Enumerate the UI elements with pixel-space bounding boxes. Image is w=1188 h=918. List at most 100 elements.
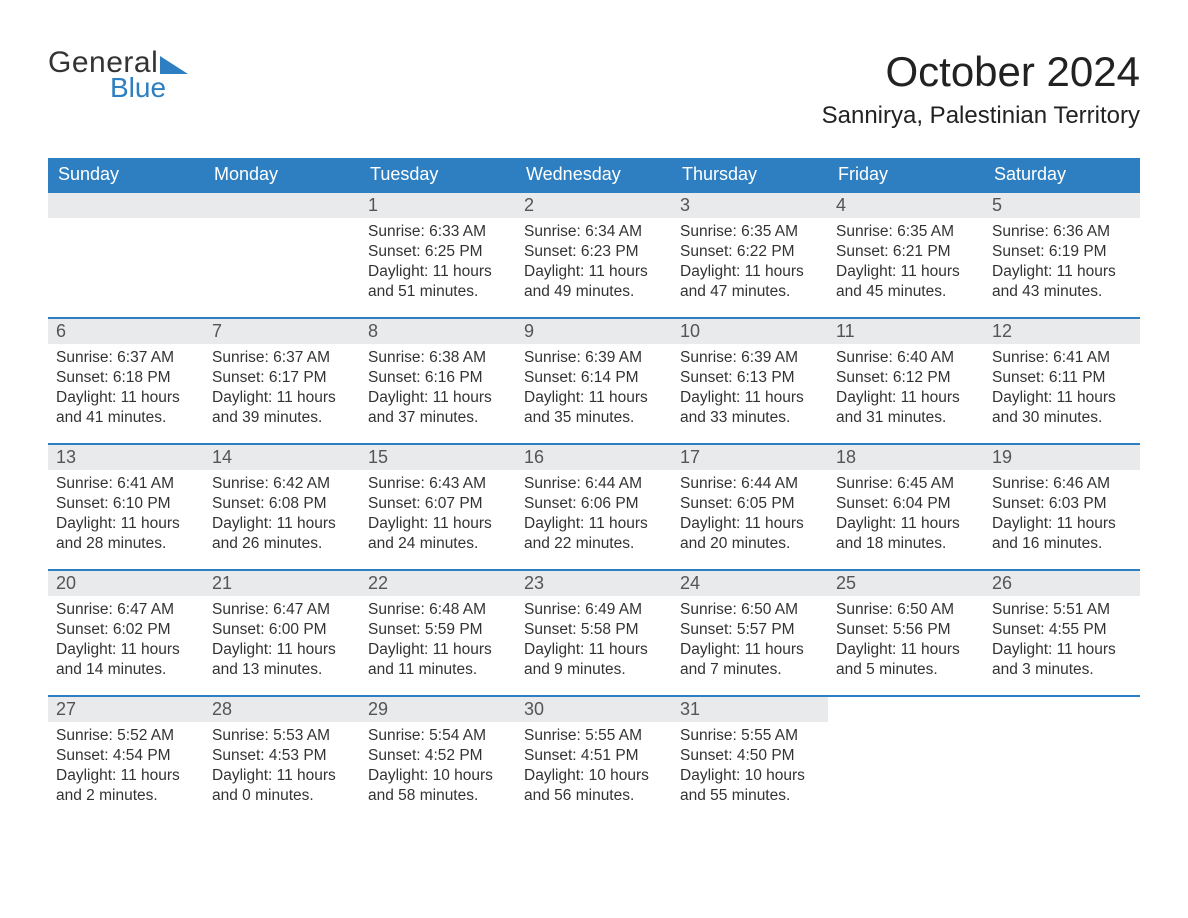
daylight-line: Daylight: 11 hours and 35 minutes. <box>524 388 664 428</box>
sunset-line: Sunset: 6:21 PM <box>836 242 976 262</box>
day-number: 26 <box>984 571 1140 596</box>
calendar-cell: 17Sunrise: 6:44 AMSunset: 6:05 PMDayligh… <box>672 444 828 570</box>
sunrise-line: Sunrise: 6:40 AM <box>836 348 976 368</box>
calendar-cell: 26Sunrise: 5:51 AMSunset: 4:55 PMDayligh… <box>984 570 1140 696</box>
daylight-line: Daylight: 11 hours and 51 minutes. <box>368 262 508 302</box>
day-details: Sunrise: 6:38 AMSunset: 6:16 PMDaylight:… <box>360 344 516 437</box>
sunset-line: Sunset: 4:50 PM <box>680 746 820 766</box>
sunset-line: Sunset: 6:03 PM <box>992 494 1132 514</box>
weekday-header: Monday <box>204 158 360 192</box>
day-number: 15 <box>360 445 516 470</box>
day-details: Sunrise: 6:43 AMSunset: 6:07 PMDaylight:… <box>360 470 516 563</box>
day-details: Sunrise: 6:47 AMSunset: 6:02 PMDaylight:… <box>48 596 204 689</box>
sunset-line: Sunset: 5:59 PM <box>368 620 508 640</box>
sunrise-line: Sunrise: 6:47 AM <box>56 600 196 620</box>
calendar-cell: 21Sunrise: 6:47 AMSunset: 6:00 PMDayligh… <box>204 570 360 696</box>
day-number: 29 <box>360 697 516 722</box>
sunset-line: Sunset: 6:00 PM <box>212 620 352 640</box>
sunrise-line: Sunrise: 6:44 AM <box>680 474 820 494</box>
sunset-line: Sunset: 6:11 PM <box>992 368 1132 388</box>
sunrise-line: Sunrise: 6:47 AM <box>212 600 352 620</box>
daylight-line: Daylight: 11 hours and 20 minutes. <box>680 514 820 554</box>
day-number: 7 <box>204 319 360 344</box>
calendar-cell: 10Sunrise: 6:39 AMSunset: 6:13 PMDayligh… <box>672 318 828 444</box>
calendar-week-row: 20Sunrise: 6:47 AMSunset: 6:02 PMDayligh… <box>48 570 1140 696</box>
sunrise-line: Sunrise: 6:45 AM <box>836 474 976 494</box>
sunset-line: Sunset: 4:55 PM <box>992 620 1132 640</box>
weekday-header: Wednesday <box>516 158 672 192</box>
day-number: 22 <box>360 571 516 596</box>
day-details: Sunrise: 6:45 AMSunset: 6:04 PMDaylight:… <box>828 470 984 563</box>
day-details: Sunrise: 6:35 AMSunset: 6:21 PMDaylight:… <box>828 218 984 311</box>
day-number: 25 <box>828 571 984 596</box>
day-details: Sunrise: 6:50 AMSunset: 5:56 PMDaylight:… <box>828 596 984 689</box>
calendar-cell: 2Sunrise: 6:34 AMSunset: 6:23 PMDaylight… <box>516 192 672 318</box>
day-details: Sunrise: 5:53 AMSunset: 4:53 PMDaylight:… <box>204 722 360 815</box>
day-number: 5 <box>984 193 1140 218</box>
sunset-line: Sunset: 4:52 PM <box>368 746 508 766</box>
daylight-line: Daylight: 11 hours and 22 minutes. <box>524 514 664 554</box>
calendar-cell: 31Sunrise: 5:55 AMSunset: 4:50 PMDayligh… <box>672 696 828 822</box>
day-details: Sunrise: 5:51 AMSunset: 4:55 PMDaylight:… <box>984 596 1140 689</box>
calendar-week-row: 27Sunrise: 5:52 AMSunset: 4:54 PMDayligh… <box>48 696 1140 822</box>
calendar-cell <box>984 696 1140 822</box>
calendar-cell: 11Sunrise: 6:40 AMSunset: 6:12 PMDayligh… <box>828 318 984 444</box>
day-number: 11 <box>828 319 984 344</box>
daylight-line: Daylight: 11 hours and 33 minutes. <box>680 388 820 428</box>
calendar-cell: 28Sunrise: 5:53 AMSunset: 4:53 PMDayligh… <box>204 696 360 822</box>
calendar-cell: 27Sunrise: 5:52 AMSunset: 4:54 PMDayligh… <box>48 696 204 822</box>
daylight-line: Daylight: 11 hours and 49 minutes. <box>524 262 664 302</box>
day-details: Sunrise: 5:54 AMSunset: 4:52 PMDaylight:… <box>360 722 516 815</box>
daylight-line: Daylight: 11 hours and 45 minutes. <box>836 262 976 302</box>
sunrise-line: Sunrise: 6:46 AM <box>992 474 1132 494</box>
weekday-header: Saturday <box>984 158 1140 192</box>
weekday-header-row: Sunday Monday Tuesday Wednesday Thursday… <box>48 158 1140 192</box>
daylight-line: Daylight: 11 hours and 16 minutes. <box>992 514 1132 554</box>
calendar-cell: 29Sunrise: 5:54 AMSunset: 4:52 PMDayligh… <box>360 696 516 822</box>
sunrise-line: Sunrise: 6:34 AM <box>524 222 664 242</box>
calendar-cell: 22Sunrise: 6:48 AMSunset: 5:59 PMDayligh… <box>360 570 516 696</box>
day-number: 6 <box>48 319 204 344</box>
day-details: Sunrise: 6:44 AMSunset: 6:06 PMDaylight:… <box>516 470 672 563</box>
empty-day-strip <box>48 193 204 218</box>
sunset-line: Sunset: 6:05 PM <box>680 494 820 514</box>
day-number: 23 <box>516 571 672 596</box>
day-number: 31 <box>672 697 828 722</box>
calendar-week-row: 13Sunrise: 6:41 AMSunset: 6:10 PMDayligh… <box>48 444 1140 570</box>
day-details: Sunrise: 6:37 AMSunset: 6:18 PMDaylight:… <box>48 344 204 437</box>
sunrise-line: Sunrise: 6:39 AM <box>524 348 664 368</box>
day-details: Sunrise: 6:34 AMSunset: 6:23 PMDaylight:… <box>516 218 672 311</box>
sunset-line: Sunset: 5:58 PM <box>524 620 664 640</box>
day-details: Sunrise: 6:37 AMSunset: 6:17 PMDaylight:… <box>204 344 360 437</box>
day-details: Sunrise: 5:52 AMSunset: 4:54 PMDaylight:… <box>48 722 204 815</box>
day-number: 1 <box>360 193 516 218</box>
day-details: Sunrise: 6:35 AMSunset: 6:22 PMDaylight:… <box>672 218 828 311</box>
brand-logo: General Blue <box>48 48 188 102</box>
sunrise-line: Sunrise: 6:37 AM <box>56 348 196 368</box>
day-number: 30 <box>516 697 672 722</box>
calendar-cell: 23Sunrise: 6:49 AMSunset: 5:58 PMDayligh… <box>516 570 672 696</box>
sunset-line: Sunset: 6:16 PM <box>368 368 508 388</box>
sunset-line: Sunset: 5:56 PM <box>836 620 976 640</box>
sunrise-line: Sunrise: 6:39 AM <box>680 348 820 368</box>
sunrise-line: Sunrise: 6:49 AM <box>524 600 664 620</box>
calendar-table: Sunday Monday Tuesday Wednesday Thursday… <box>48 158 1140 822</box>
sunrise-line: Sunrise: 5:55 AM <box>524 726 664 746</box>
day-details: Sunrise: 6:41 AMSunset: 6:10 PMDaylight:… <box>48 470 204 563</box>
sunset-line: Sunset: 6:14 PM <box>524 368 664 388</box>
calendar-cell: 9Sunrise: 6:39 AMSunset: 6:14 PMDaylight… <box>516 318 672 444</box>
day-number: 27 <box>48 697 204 722</box>
daylight-line: Daylight: 10 hours and 58 minutes. <box>368 766 508 806</box>
calendar-cell: 5Sunrise: 6:36 AMSunset: 6:19 PMDaylight… <box>984 192 1140 318</box>
sunset-line: Sunset: 4:53 PM <box>212 746 352 766</box>
sunrise-line: Sunrise: 6:41 AM <box>56 474 196 494</box>
day-number: 16 <box>516 445 672 470</box>
calendar-cell: 20Sunrise: 6:47 AMSunset: 6:02 PMDayligh… <box>48 570 204 696</box>
calendar-week-row: 1Sunrise: 6:33 AMSunset: 6:25 PMDaylight… <box>48 192 1140 318</box>
sunrise-line: Sunrise: 6:48 AM <box>368 600 508 620</box>
sunset-line: Sunset: 6:13 PM <box>680 368 820 388</box>
calendar-cell: 6Sunrise: 6:37 AMSunset: 6:18 PMDaylight… <box>48 318 204 444</box>
sunrise-line: Sunrise: 6:38 AM <box>368 348 508 368</box>
sunset-line: Sunset: 6:08 PM <box>212 494 352 514</box>
calendar-cell <box>48 192 204 318</box>
